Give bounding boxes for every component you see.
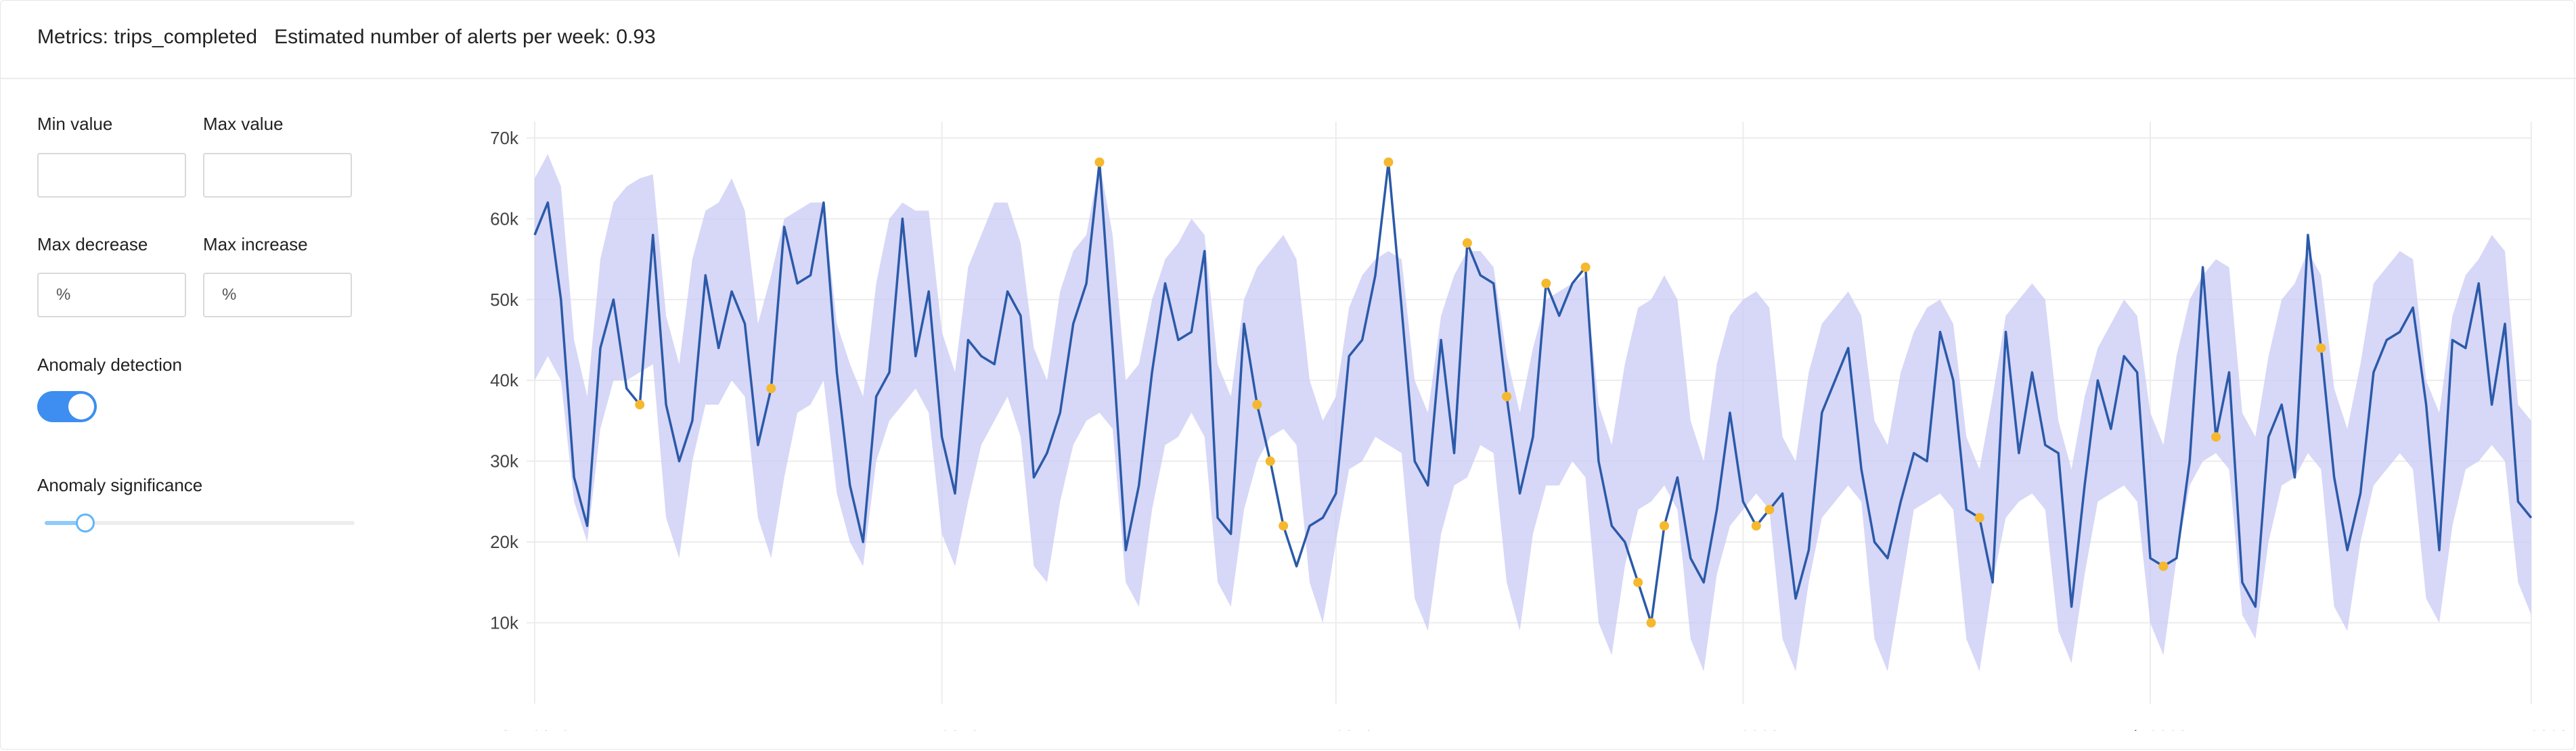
anomaly-point[interactable] <box>635 400 645 410</box>
max-value-label: Max value <box>203 114 284 134</box>
min-value-label: Min value <box>37 114 113 134</box>
anomaly-point[interactable] <box>1646 618 1656 628</box>
anomaly-significance-slider-thumb[interactable] <box>76 514 95 532</box>
y-tick-label: 30k <box>490 451 519 472</box>
anomaly-point[interactable] <box>1659 521 1669 531</box>
anomaly-significance-slider-track[interactable] <box>45 521 355 525</box>
x-tick-label: Dec 2019 <box>1298 727 1373 731</box>
max-increase-input[interactable] <box>203 273 352 317</box>
max-decrease-label: Max decrease <box>37 234 148 254</box>
panel-header: Metrics: trips_completed Estimated numbe… <box>0 0 2576 79</box>
anomaly-point[interactable] <box>1265 456 1275 466</box>
anomaly-point[interactable] <box>766 384 776 394</box>
x-tick-label: Feb 2020 <box>2113 727 2188 731</box>
anomaly-point[interactable] <box>1764 505 1775 515</box>
anomaly-point[interactable] <box>1252 400 1262 410</box>
anomaly-point[interactable] <box>1279 521 1289 531</box>
anomaly-point[interactable] <box>1974 513 1984 523</box>
anomaly-point[interactable] <box>1751 521 1761 531</box>
x-tick-label: Oct 2019 <box>499 727 571 731</box>
x-tick-label: Nov 2019 <box>904 727 979 731</box>
anomaly-point[interactable] <box>1502 392 1512 402</box>
confidence-band <box>535 154 2531 672</box>
max-increase-label: Max increase <box>203 234 308 254</box>
y-tick-label: 70k <box>490 128 519 148</box>
band-area <box>535 154 2531 672</box>
metric-label: Metrics: trips_completed <box>37 26 258 48</box>
anomaly-point[interactable] <box>1094 157 1105 167</box>
x-tick-label: Mar 2020 <box>2494 727 2569 731</box>
y-tick-label: 20k <box>490 532 519 552</box>
y-tick-label: 60k <box>490 208 519 229</box>
anomaly-points <box>635 157 2326 628</box>
anomaly-point[interactable] <box>1633 577 1643 587</box>
metric-line <box>533 160 2533 624</box>
anomaly-point[interactable] <box>1462 238 1472 248</box>
toggle-knob <box>68 394 94 419</box>
x-tick-label: Jan 2020 <box>1707 727 1779 731</box>
anomaly-point[interactable] <box>1383 157 1394 167</box>
max-decrease-input[interactable] <box>37 273 186 317</box>
anomaly-detection-toggle[interactable] <box>37 391 97 422</box>
min-value-input[interactable] <box>37 153 186 198</box>
anomaly-significance-label: Anomaly significance <box>37 475 203 495</box>
alerts-estimate: Estimated number of alerts per week: 0.9… <box>274 26 656 48</box>
x-axis-ticks: Oct 2019 Nov 2019 Dec 2019 Jan 2020 Feb 2020… <box>499 727 2568 731</box>
y-tick-label: 40k <box>490 370 519 390</box>
anomaly-point[interactable] <box>2211 432 2221 442</box>
anomaly-detection-label: Anomaly detection <box>37 355 182 375</box>
anomaly-point[interactable] <box>1541 278 1551 288</box>
anomaly-point[interactable] <box>2158 561 2169 571</box>
max-value-input[interactable] <box>203 153 352 198</box>
anomaly-significance-slider-fill <box>45 521 85 525</box>
anomaly-point[interactable] <box>1580 263 1591 272</box>
y-tick-label: 50k <box>490 290 519 310</box>
header-title: Metrics: trips_completed Estimated numbe… <box>37 26 656 49</box>
y-tick-label: 10k <box>490 613 519 633</box>
y-axis-ticks: 10k 20k 30k 40k 50k 60k 70k <box>490 128 519 633</box>
series-line <box>533 160 2533 624</box>
trips-chart: 10k 20k 30k 40k 50k 60k 70k Oct 2019 Nov 2019 De… <box>490 122 2569 731</box>
anomaly-point[interactable] <box>2316 343 2326 353</box>
